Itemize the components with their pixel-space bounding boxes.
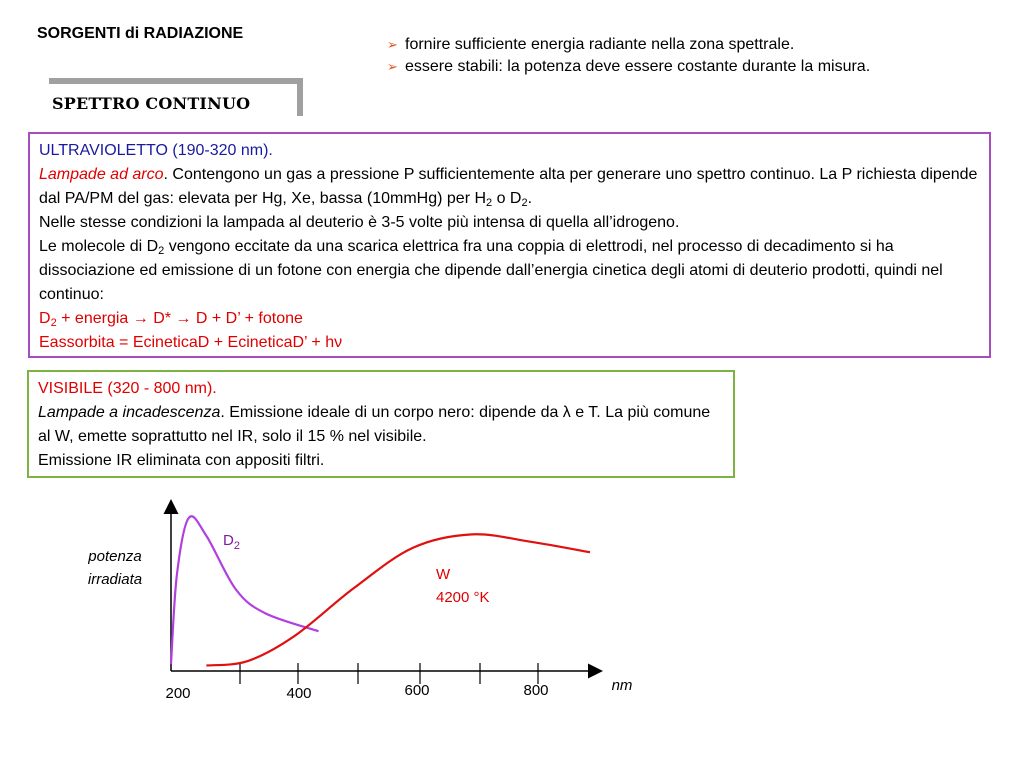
visible-heading: VISIBILE (320 - 800 nm). (38, 380, 217, 397)
page-title: SORGENTI di RADIAZIONE (37, 25, 244, 42)
series-line-d2 (169, 515, 319, 665)
requirements-list: ➢ fornire sufficiente energia radiante n… (387, 34, 870, 78)
series-label-w: W (436, 566, 451, 583)
uv-paragraph-3: Le molecole di D2 vengono eccitate da un… (39, 238, 943, 303)
series-line-w (206, 533, 591, 667)
bullet-text: fornire sufficiente energia radiante nel… (405, 36, 795, 53)
x-tick-label: 600 (404, 682, 429, 699)
list-item: ➢ essere stabili: la potenza deve essere… (387, 56, 870, 78)
bullet-text: essere stabili: la potenza deve essere c… (405, 58, 871, 75)
arrow-bullet-icon: ➢ (387, 37, 398, 52)
uv-paragraph-1: Lampade ad arco. Contengono un gas a pre… (39, 166, 978, 209)
uv-heading: ULTRAVIOLETTO (190-320 nm). (39, 142, 273, 159)
x-tick-label: 400 (286, 685, 311, 702)
series-label-d2: D2 (223, 532, 240, 552)
ultraviolet-box: ULTRAVIOLETTO (190-320 nm). Lampade ad a… (28, 132, 991, 358)
x-axis-label: nm (612, 677, 633, 694)
arrow-bullet-icon: ➢ (387, 59, 398, 74)
section-label: SPETTRO CONTINUO (52, 94, 251, 113)
x-tick-label: 800 (523, 682, 548, 699)
uv-paragraph-2: Nelle stesse condizioni la lampada al de… (39, 214, 680, 231)
series-label-w-temperature: 4200 °K (436, 589, 490, 606)
visible-lamp-type: Lampade a incadescenza (38, 404, 221, 421)
visible-paragraph: Lampade a incadescenza. Emissione ideale… (38, 404, 711, 445)
section-header-frame: SPETTRO CONTINUO (49, 78, 303, 116)
uv-lamp-type: Lampade ad arco (39, 166, 164, 183)
visible-box: VISIBILE (320 - 800 nm). Lampade a incad… (27, 370, 735, 478)
x-tick-label: 200 (165, 685, 190, 702)
visible-paragraph-2: Emissione IR eliminata con appositi filt… (38, 452, 325, 469)
list-item: ➢ fornire sufficiente energia radiante n… (387, 34, 870, 56)
uv-equation-2: Eassorbita = EcineticaD + EcineticaD’ + … (39, 334, 343, 351)
y-axis-label: potenza irradiata (87, 548, 142, 588)
uv-equation-1: D2 + energia → D* → D + D’ + fotone (39, 310, 303, 329)
